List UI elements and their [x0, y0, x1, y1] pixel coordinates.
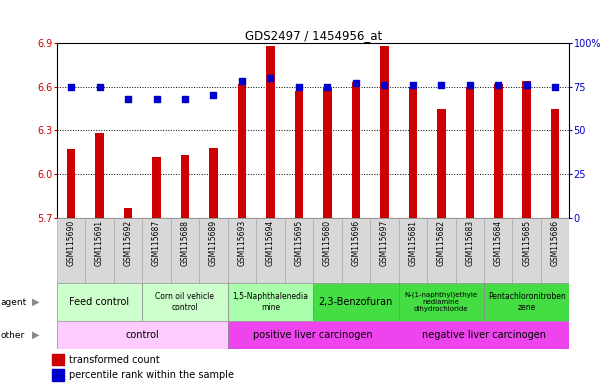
- Title: GDS2497 / 1454956_at: GDS2497 / 1454956_at: [244, 29, 382, 42]
- Bar: [228, 321, 398, 349]
- Text: GSM115684: GSM115684: [494, 220, 503, 266]
- Point: [294, 84, 304, 90]
- Text: GSM115696: GSM115696: [351, 220, 360, 266]
- Point: [237, 78, 247, 84]
- Bar: [95, 133, 104, 218]
- Bar: [295, 91, 303, 218]
- Bar: [228, 218, 256, 283]
- Text: agent: agent: [1, 298, 27, 306]
- Bar: [209, 148, 218, 218]
- Text: 1,5-Naphthalenedia
mine: 1,5-Naphthalenedia mine: [232, 292, 309, 312]
- Bar: [256, 218, 285, 283]
- Bar: [67, 149, 75, 218]
- Bar: [313, 283, 398, 321]
- Bar: [52, 369, 64, 381]
- Bar: [522, 81, 531, 218]
- Text: negative liver carcinogen: negative liver carcinogen: [422, 330, 546, 340]
- Bar: [52, 354, 64, 365]
- Text: GSM115682: GSM115682: [437, 220, 446, 266]
- Text: GSM115691: GSM115691: [95, 220, 104, 266]
- Bar: [313, 218, 342, 283]
- Point: [408, 82, 418, 88]
- Bar: [170, 218, 199, 283]
- Text: other: other: [1, 331, 25, 339]
- Bar: [398, 218, 427, 283]
- Text: ▶: ▶: [32, 330, 39, 340]
- Text: N-(1-naphthyl)ethyle
nediamine
dihydrochloride: N-(1-naphthyl)ethyle nediamine dihydroch…: [404, 292, 478, 312]
- Bar: [437, 109, 445, 218]
- Text: GSM115685: GSM115685: [522, 220, 531, 266]
- Text: positive liver carcinogen: positive liver carcinogen: [254, 330, 373, 340]
- Text: GSM115686: GSM115686: [551, 220, 560, 266]
- Text: control: control: [125, 330, 159, 340]
- Point: [208, 92, 218, 98]
- Text: GSM115689: GSM115689: [209, 220, 218, 266]
- Text: GSM115697: GSM115697: [380, 220, 389, 266]
- Point: [323, 84, 332, 90]
- Bar: [351, 82, 360, 218]
- Point: [266, 75, 276, 81]
- Bar: [484, 218, 513, 283]
- Text: Feed control: Feed control: [70, 297, 130, 307]
- Bar: [57, 283, 142, 321]
- Point: [180, 96, 190, 102]
- Text: ▶: ▶: [32, 297, 39, 307]
- Point: [436, 82, 446, 88]
- Bar: [380, 46, 389, 218]
- Text: transformed count: transformed count: [68, 354, 159, 364]
- Text: GSM115680: GSM115680: [323, 220, 332, 266]
- Bar: [228, 283, 313, 321]
- Text: GSM115681: GSM115681: [408, 220, 417, 266]
- Point: [522, 82, 532, 88]
- Point: [351, 80, 360, 86]
- Text: GSM115688: GSM115688: [180, 220, 189, 266]
- Bar: [285, 218, 313, 283]
- Text: GSM115683: GSM115683: [465, 220, 474, 266]
- Point: [379, 82, 389, 88]
- Bar: [484, 283, 569, 321]
- Bar: [86, 218, 114, 283]
- Point: [152, 96, 161, 102]
- Bar: [541, 218, 569, 283]
- Text: GSM115695: GSM115695: [295, 220, 304, 266]
- Text: GSM115693: GSM115693: [238, 220, 246, 266]
- Bar: [513, 218, 541, 283]
- Text: Corn oil vehicle
control: Corn oil vehicle control: [155, 292, 214, 312]
- Text: GSM115692: GSM115692: [123, 220, 133, 266]
- Text: 2,3-Benzofuran: 2,3-Benzofuran: [319, 297, 393, 307]
- Text: GSM115694: GSM115694: [266, 220, 275, 266]
- Point: [95, 84, 104, 90]
- Point: [123, 96, 133, 102]
- Bar: [238, 84, 246, 218]
- Bar: [409, 87, 417, 218]
- Bar: [466, 87, 474, 218]
- Bar: [57, 218, 86, 283]
- Bar: [398, 283, 484, 321]
- Bar: [181, 155, 189, 218]
- Point: [465, 82, 475, 88]
- Text: GSM115690: GSM115690: [67, 220, 76, 266]
- Bar: [323, 87, 332, 218]
- Bar: [142, 283, 228, 321]
- Bar: [456, 218, 484, 283]
- Bar: [551, 109, 560, 218]
- Text: Pentachloronitroben
zene: Pentachloronitroben zene: [488, 292, 566, 312]
- Bar: [398, 321, 569, 349]
- Text: GSM115687: GSM115687: [152, 220, 161, 266]
- Bar: [199, 218, 228, 283]
- Bar: [114, 218, 142, 283]
- Bar: [494, 84, 502, 218]
- Bar: [342, 218, 370, 283]
- Bar: [57, 321, 228, 349]
- Point: [551, 84, 560, 90]
- Bar: [370, 218, 398, 283]
- Text: percentile rank within the sample: percentile rank within the sample: [68, 370, 233, 380]
- Point: [493, 82, 503, 88]
- Bar: [124, 207, 133, 218]
- Bar: [427, 218, 456, 283]
- Bar: [152, 157, 161, 218]
- Bar: [266, 46, 275, 218]
- Point: [66, 84, 76, 90]
- Bar: [142, 218, 170, 283]
